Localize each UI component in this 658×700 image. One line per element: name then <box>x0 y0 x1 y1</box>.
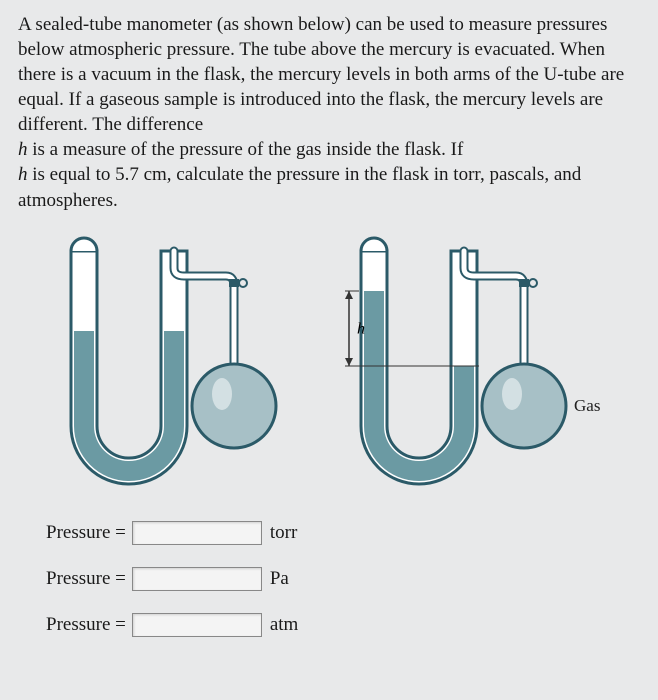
unit-pa: Pa <box>270 568 289 590</box>
pressure-pa-input[interactable] <box>132 567 262 591</box>
problem-p1: A sealed-tube manometer (as shown below)… <box>18 14 624 135</box>
h-var-1: h <box>18 139 28 160</box>
answer-label: Pressure = <box>46 522 126 544</box>
gas-label: Gas <box>574 396 600 416</box>
diagram-svg: h <box>29 231 629 491</box>
pressure-torr-input[interactable] <box>132 521 262 545</box>
unit-atm: atm <box>270 614 299 636</box>
answer-row-torr: Pressure = torr <box>46 521 640 545</box>
problem-statement: A sealed-tube manometer (as shown below)… <box>18 12 640 213</box>
answer-row-atm: Pressure = atm <box>46 613 640 637</box>
pressure-atm-input[interactable] <box>132 613 262 637</box>
answer-label: Pressure = <box>46 614 126 636</box>
unit-torr: torr <box>270 522 297 544</box>
answer-section: Pressure = torr Pressure = Pa Pressure =… <box>18 521 640 637</box>
answer-label: Pressure = <box>46 568 126 590</box>
h-var-2: h <box>18 164 28 185</box>
manometer-diagram: h Gas <box>29 231 629 491</box>
problem-p2: is a measure of the pressure of the gas … <box>28 139 464 160</box>
svg-text:h: h <box>357 320 365 337</box>
problem-p3: is equal to 5.7 cm, calculate the pressu… <box>18 164 581 210</box>
answer-row-pa: Pressure = Pa <box>46 567 640 591</box>
